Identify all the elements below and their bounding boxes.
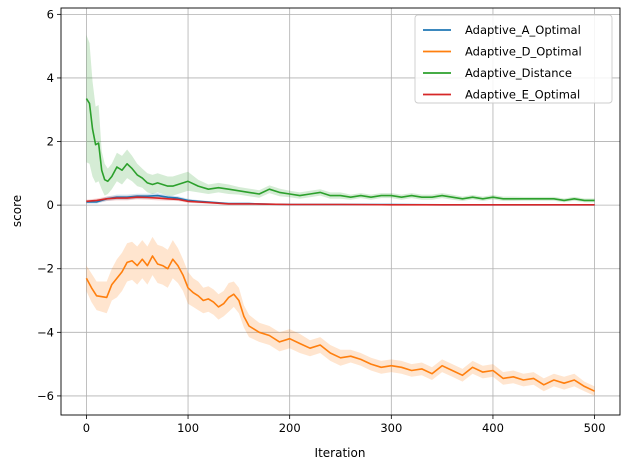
x-tick-label: 200 — [279, 421, 301, 435]
legend-label-3: Adaptive_E_Optimal — [465, 88, 580, 102]
series-band-1 — [86, 236, 595, 396]
y-axis-label: score — [10, 195, 24, 227]
legend: Adaptive_A_Optimal Adaptive_D_Optimal Adap… — [414, 14, 613, 104]
series-lines — [85, 98, 595, 392]
y-tick-label: −2 — [37, 262, 54, 276]
y-tick-label: 6 — [47, 7, 54, 21]
x-tick-label: 400 — [482, 421, 504, 435]
y-axis-ticks: −6 −4 −2 0 2 4 6 — [37, 7, 61, 403]
y-tick-label: −6 — [37, 389, 54, 403]
y-tick-label: −4 — [37, 325, 54, 339]
series-line-2 — [85, 98, 595, 202]
x-tick-label: 500 — [584, 421, 606, 435]
legend-label-2: Adaptive_Distance — [465, 66, 572, 80]
x-tick-label: 100 — [177, 421, 199, 435]
y-tick-label: 0 — [47, 198, 54, 212]
x-axis-ticks: 0 100 200 300 400 500 — [83, 415, 606, 435]
series-line-1 — [85, 255, 595, 392]
y-tick-label: 2 — [47, 135, 54, 149]
y-tick-label: 4 — [47, 71, 54, 85]
x-axis-label: Iteration — [315, 446, 366, 460]
legend-label-1: Adaptive_D_Optimal — [465, 45, 582, 59]
x-tick-label: 300 — [380, 421, 402, 435]
x-tick-label: 0 — [83, 421, 90, 435]
series-line-3 — [86, 196, 595, 206]
legend-label-0: Adaptive_A_Optimal — [465, 23, 581, 37]
series-band-2 — [86, 35, 595, 203]
legend-box — [414, 14, 613, 104]
plot-frame — [60, 7, 621, 416]
